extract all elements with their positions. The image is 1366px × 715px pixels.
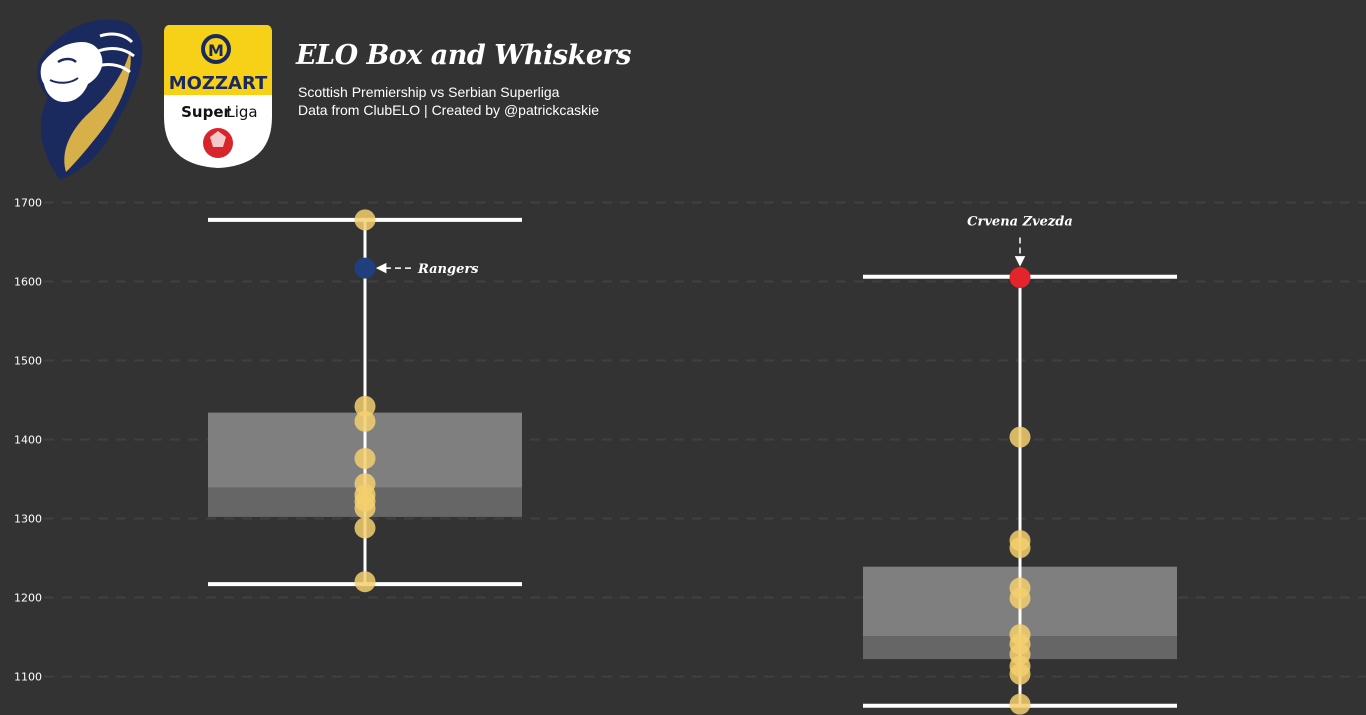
- svg-text:Liga: Liga: [226, 103, 257, 121]
- svg-text:Super: Super: [181, 103, 231, 121]
- data-point-1-9: [1009, 663, 1031, 685]
- data-point-1-2: [1009, 537, 1031, 559]
- subtitle-credit: Data from ClubELO | Created by @patrickc…: [298, 102, 600, 118]
- y-tick-label-1100: 1100: [14, 671, 42, 684]
- data-point-1-4: [1009, 587, 1031, 609]
- svg-text:M: M: [208, 41, 224, 60]
- y-tick-label-1600: 1600: [14, 276, 42, 289]
- data-point-0-1: [354, 395, 376, 417]
- data-point-1-10: [1009, 693, 1031, 715]
- data-point-0-2: [354, 410, 376, 432]
- subtitle-leagues: Scottish Premiership vs Serbian Superlig…: [298, 84, 560, 100]
- y-tick-label-1300: 1300: [14, 513, 42, 526]
- highlight-point-0: [354, 257, 376, 279]
- highlight-label-0: Rangers: [417, 262, 479, 277]
- data-point-0-9: [354, 571, 376, 593]
- y-tick-label-1400: 1400: [14, 434, 42, 447]
- svg-text:MOZZART: MOZZART: [169, 73, 268, 94]
- chart-title: ELO Box and Whiskers: [296, 40, 631, 71]
- data-point-0-3: [354, 447, 376, 469]
- mozzart-superliga-logo: M MOZZART Super Liga: [164, 25, 272, 168]
- y-tick-label-1500: 1500: [14, 355, 42, 368]
- y-tick-label-1700: 1700: [14, 197, 42, 210]
- highlight-point-1: [1009, 267, 1031, 289]
- chart-subtitle: Scottish Premiership vs Serbian Superlig…: [298, 83, 599, 119]
- highlight-label-1: Crvena Zvezda: [967, 215, 1073, 230]
- y-tick-label-1200: 1200: [14, 592, 42, 605]
- data-point-0-0: [354, 209, 376, 231]
- scottish-premiership-logo: [37, 19, 143, 180]
- data-point-1-0: [1009, 426, 1031, 448]
- data-point-0-8: [354, 517, 376, 539]
- data-point-0-7: [354, 497, 376, 519]
